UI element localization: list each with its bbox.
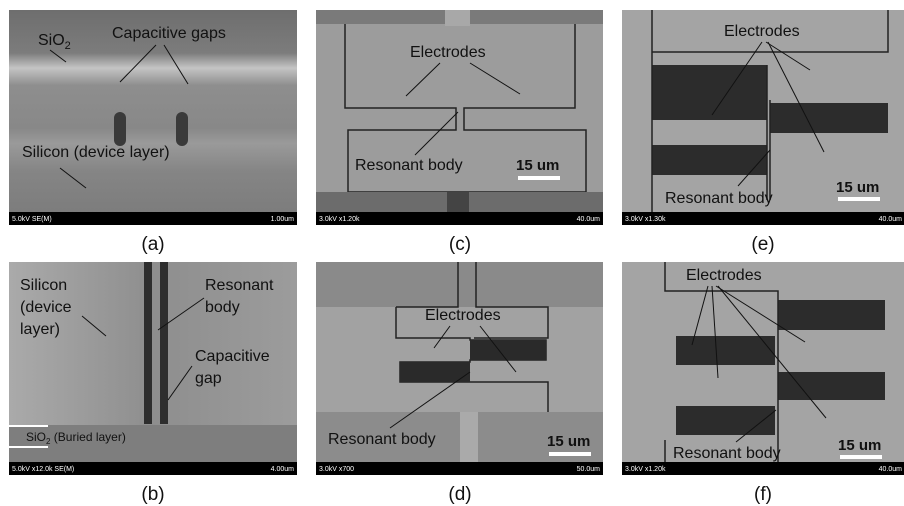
scale-label: 15 um: [547, 433, 590, 450]
annotation: Capacitive gaps: [112, 25, 226, 42]
annotation: SiO2 (Buried layer): [26, 430, 126, 446]
annotation: Electrodes: [724, 23, 800, 40]
footer-left: 3.0kV x700: [319, 466, 354, 473]
panel-label: (b): [141, 484, 164, 505]
footer-left: 5.0kV SE(M): [12, 216, 52, 223]
annotation: Resonant body: [328, 431, 436, 448]
panel-label: (d): [448, 484, 471, 505]
annotation: Electrodes: [686, 267, 762, 284]
panel-d: 3.0kV x700 50.0um Electrodes Resonant bo…: [316, 262, 603, 505]
figure: 5.0kV SE(M) 1.00um SiO2 Capacitive gaps …: [0, 0, 904, 506]
footer-right: 40.0um: [879, 216, 903, 223]
panel-label: (e): [751, 234, 774, 255]
annotation: Electrodes: [425, 307, 501, 324]
panel-label: (c): [449, 234, 471, 255]
annotation: Resonant: [205, 277, 274, 294]
footer-left: 5.0kV x12.0k SE(M): [12, 466, 74, 473]
footer-left: 3.0kV x1.20k: [625, 466, 666, 473]
annotation: layer): [20, 321, 60, 338]
annotation: Electrodes: [410, 44, 486, 61]
panel-c: 3.0kV x1.20k 40.0um Electrodes Resonant …: [316, 10, 603, 255]
footer-right: 40.0um: [879, 466, 903, 473]
footer-right: 40.0um: [577, 216, 601, 223]
annotation: Silicon (device layer): [22, 144, 170, 161]
scale-label: 15 um: [516, 157, 559, 174]
footer-right: 1.00um: [271, 216, 295, 223]
scale-label: 15 um: [836, 179, 879, 196]
annotation: (device: [20, 299, 72, 316]
annotation: Silicon: [20, 277, 67, 294]
annotation: Resonant body: [673, 445, 781, 462]
annotation: Resonant body: [355, 157, 463, 174]
panel-e: 3.0kV x1.30k 40.0um Electrodes Resonant …: [622, 10, 904, 255]
annotation: Resonant body: [665, 190, 773, 207]
footer-left: 3.0kV x1.20k: [319, 216, 360, 223]
annotation: gap: [195, 370, 222, 387]
panel-a: 5.0kV SE(M) 1.00um SiO2 Capacitive gaps …: [9, 10, 297, 255]
footer-right: 4.00um: [271, 466, 295, 473]
footer-left: 3.0kV x1.30k: [625, 216, 666, 223]
panel-label: (a): [141, 234, 164, 255]
annotation: body: [205, 299, 240, 316]
panel-f: 3.0kV x1.20k 40.0um Electrodes Resonant …: [622, 262, 904, 505]
scale-label: 15 um: [838, 437, 881, 454]
panel-label: (f): [754, 484, 772, 505]
footer-right: 50.0um: [577, 466, 601, 473]
panel-b: 5.0kV x12.0k SE(M) 4.00um Silicon (devic…: [9, 262, 297, 505]
annotation: Capacitive: [195, 348, 270, 365]
